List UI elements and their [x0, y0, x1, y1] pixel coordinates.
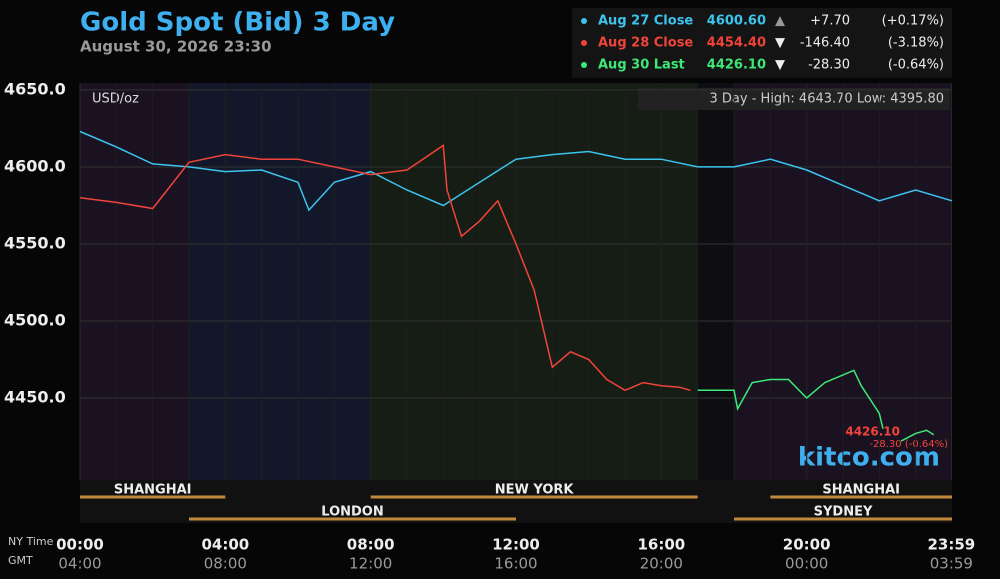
region-asia	[80, 83, 189, 480]
region-london	[189, 83, 370, 480]
legend-dot	[581, 40, 587, 46]
chart-title: Gold Spot (Bid) 3 Day	[80, 8, 395, 38]
session-label: NEW YORK	[495, 483, 575, 498]
x-tick-label: 20:00	[783, 536, 831, 554]
legend-change: -28.30	[808, 58, 850, 73]
subtitle: August 30, 2026 23:30	[80, 38, 272, 56]
legend-arrow: ▼	[775, 58, 785, 73]
legend-close: 4426.10	[707, 58, 766, 73]
series-line	[79, 144, 691, 392]
legend-box	[572, 8, 952, 78]
x2-tick-label: 00:00	[785, 555, 828, 573]
x-axis-name: NY Time	[8, 535, 54, 548]
x2-tick-label: 08:00	[204, 555, 247, 573]
session-label: SHANGHAI	[114, 483, 192, 498]
stats-box	[638, 88, 950, 110]
series-line	[79, 130, 953, 212]
y-tick-label: 4500.0	[4, 310, 66, 329]
x2-tick-label: 20:00	[640, 555, 683, 573]
legend-pct: (-3.18%)	[888, 36, 944, 51]
legend-change: -146.40	[800, 36, 850, 51]
legend-arrow: ▲	[775, 14, 785, 29]
x-tick-label: 04:00	[201, 536, 249, 554]
y-tick-label: 4550.0	[4, 233, 66, 252]
session-label: LONDON	[321, 505, 383, 520]
x2-tick-label: 03:59	[930, 555, 973, 573]
x-tick-label: 08:00	[347, 536, 395, 554]
session-label: SHANGHAI	[822, 483, 900, 498]
session-label: SYDNEY	[814, 505, 873, 520]
x-tick-label: 16:00	[637, 536, 685, 554]
legend-name: Aug 30 Last	[598, 58, 685, 73]
session-area	[80, 480, 952, 523]
current-change: -28.30 (-0.64%)	[869, 439, 948, 450]
x-tick-label: 00:00	[56, 536, 104, 554]
y-tick-label: 4450.0	[4, 387, 66, 406]
legend-dot	[581, 62, 587, 68]
stats: 3 Day - High: 4643.70 Low: 4395.80	[710, 92, 944, 107]
current-value: 4426.10	[845, 425, 900, 439]
legend-pct: (-0.64%)	[888, 58, 944, 73]
legend-name: Aug 28 Close	[598, 36, 693, 51]
x2-tick-label: 04:00	[58, 555, 101, 573]
legend-name: Aug 27 Close	[598, 14, 693, 29]
brand: kitco.com	[798, 443, 940, 473]
legend-close: 4600.60	[707, 14, 766, 29]
legend-arrow: ▼	[775, 36, 785, 51]
x-tick-label: 12:00	[492, 536, 540, 554]
y-tick-label: 4650.0	[4, 79, 66, 98]
unit-label: USD/oz	[92, 92, 139, 107]
x2-axis-name: GMT	[8, 554, 33, 567]
region-newyork	[370, 83, 697, 480]
x-tick-label: 23:59	[928, 536, 976, 554]
legend-change: +7.70	[810, 14, 850, 29]
legend-dot	[581, 18, 587, 24]
series-line	[697, 369, 935, 442]
y-tick-label: 4600.0	[4, 156, 66, 175]
x2-tick-label: 12:00	[349, 555, 392, 573]
x2-tick-label: 16:00	[494, 555, 537, 573]
legend-pct: (+0.17%)	[882, 14, 944, 29]
legend-close: 4454.40	[707, 36, 766, 51]
